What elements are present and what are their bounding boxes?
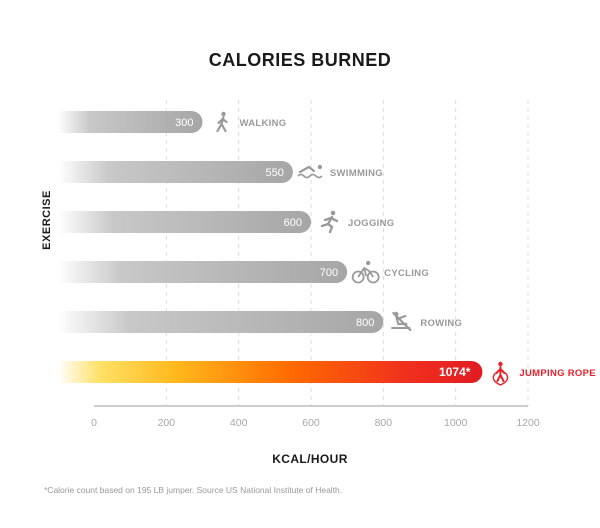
x-axis: 0 200 400 600 800 1000 1200 [91,405,540,429]
bar [58,361,483,383]
footnote: *Calorie count based on 195 LB jumper. S… [44,485,343,495]
value-label: 1074* [439,365,471,379]
x-tick-label: 0 [91,417,97,429]
value-label: 300 [175,117,193,129]
jump-rope-icon [492,361,509,386]
swimming-icon [297,164,323,179]
category-label: SWIMMING [330,168,383,179]
rowing-icon [391,311,412,332]
category-label: JUMPING ROPE [519,368,595,379]
grid-lines [165,100,529,406]
category-label: WALKING [240,118,287,129]
bars: 300 WALKING 550 SWIMMING 600 JOGGING 700 CYCLIN… [58,111,596,386]
category-label: JOGGING [348,218,394,229]
chart-title: CALORIES BURNED [208,50,392,70]
category-label: ROWING [420,318,462,329]
bar [58,311,384,333]
bar [58,161,293,183]
value-label: 550 [266,167,284,179]
x-tick-label: 200 [158,417,176,429]
bar [58,111,203,133]
x-tick-label: 1000 [444,417,468,429]
x-axis-label: KCAL/HOUR [272,452,348,466]
bar [58,211,311,233]
x-tick-label: 400 [230,417,248,429]
category-label: CYCLING [384,268,429,279]
cycling-icon [351,260,380,284]
value-label: 800 [356,317,374,329]
jogging-icon [320,210,339,234]
walking-icon [216,111,228,133]
value-label: 700 [320,267,338,279]
x-tick-label: 800 [375,417,393,429]
bar [58,261,348,283]
value-label: 600 [284,217,302,229]
x-tick-label: 1200 [516,417,540,429]
x-tick-label: 600 [302,417,320,429]
